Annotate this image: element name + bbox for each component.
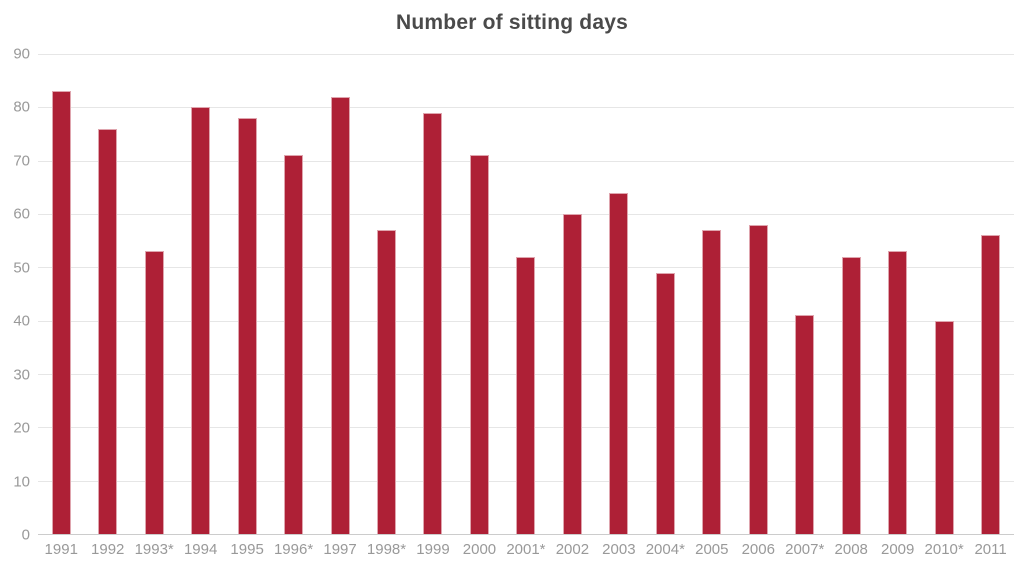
y-tick-label-70: 70 xyxy=(13,152,30,170)
x-tick-label-2010: 2010* xyxy=(924,541,964,558)
bar-slot xyxy=(456,54,502,534)
bar-slot xyxy=(549,54,595,534)
gridline-90 xyxy=(38,54,1014,55)
x-tick-label-1999: 1999 xyxy=(416,541,450,558)
y-axis: 0 10 20 30 40 50 60 70 80 90 xyxy=(0,46,32,544)
bar-1992[interactable] xyxy=(98,128,118,534)
bar-slot xyxy=(596,54,642,534)
x-tick-label-1998: 1998* xyxy=(366,541,407,558)
bar-slot xyxy=(410,54,456,534)
bar-2010[interactable] xyxy=(934,320,954,534)
bar-2011[interactable] xyxy=(981,235,1001,534)
bar-1999[interactable] xyxy=(423,112,443,534)
x-tick-label-2003: 2003 xyxy=(602,541,636,558)
x-axis: 1991 1992 1993* 1994 1995 1996* 1997 1998* 1999 2… xyxy=(38,541,1014,563)
bar-slot xyxy=(363,54,409,534)
bar-slot xyxy=(503,54,549,534)
x-tick-label-2000: 2000 xyxy=(462,541,497,558)
x-tick-label-2007: 2007* xyxy=(785,541,825,558)
x-tick-label-2006: 2006 xyxy=(741,541,775,558)
bar-series xyxy=(38,54,1014,534)
bar-1996[interactable] xyxy=(284,155,304,534)
bar-1991[interactable] xyxy=(51,91,71,534)
y-tick-label-50: 50 xyxy=(13,259,30,277)
bar-2004[interactable] xyxy=(655,272,675,534)
x-tick-label-1997: 1997 xyxy=(323,541,357,558)
x-tick-label-2004: 2004* xyxy=(645,541,685,558)
bar-slot xyxy=(270,54,316,534)
bar-2003[interactable] xyxy=(609,192,629,534)
bar-1995[interactable] xyxy=(237,118,257,534)
bar-2001[interactable] xyxy=(516,256,536,534)
x-tick-label-1991: 1991 xyxy=(44,541,78,558)
bar-slot xyxy=(38,54,84,534)
bar-slot xyxy=(131,54,177,534)
bar-slot xyxy=(689,54,735,534)
bar-slot xyxy=(921,54,967,534)
bar-1993[interactable] xyxy=(144,251,164,534)
bar-slot xyxy=(224,54,270,534)
chart-title: Number of sitting days xyxy=(396,11,628,34)
x-tick-label-2005: 2005 xyxy=(695,541,729,558)
x-tick-label-2002: 2002 xyxy=(555,541,590,558)
gridline-60 xyxy=(38,213,1014,215)
x-tick-label-1994: 1994 xyxy=(183,541,218,558)
plot-area xyxy=(38,54,1014,535)
x-tick-label-2009: 2009 xyxy=(880,541,915,558)
x-tick-label-2008: 2008 xyxy=(834,541,868,558)
y-tick-label-30: 30 xyxy=(13,366,30,384)
bar-2000[interactable] xyxy=(469,155,489,534)
bar-slot xyxy=(967,54,1013,534)
y-tick-label-60: 60 xyxy=(13,205,30,223)
y-tick-label-20: 20 xyxy=(13,419,30,437)
bar-slot xyxy=(642,54,688,534)
bar-1998[interactable] xyxy=(377,230,397,534)
bar-2005[interactable] xyxy=(702,230,722,534)
y-tick-label-80: 80 xyxy=(13,98,30,116)
x-tick-label-1996: 1996* xyxy=(273,541,314,558)
x-tick-label-1993: 1993* xyxy=(134,541,174,558)
bar-slot xyxy=(735,54,781,534)
bar-2008[interactable] xyxy=(841,256,861,534)
bar-slot xyxy=(177,54,223,534)
gridline-70 xyxy=(38,160,1014,162)
bar-slot xyxy=(782,54,828,534)
y-tick-label-40: 40 xyxy=(13,312,30,330)
x-tick-label-2011: 2011 xyxy=(974,541,1007,558)
bar-2006[interactable] xyxy=(748,224,768,534)
bar-2007[interactable] xyxy=(795,315,815,534)
bar-slot xyxy=(828,54,874,534)
bar-2009[interactable] xyxy=(888,251,908,534)
y-tick-label-90: 90 xyxy=(13,45,30,63)
bar-slot xyxy=(317,54,363,534)
y-tick-label-0: 0 xyxy=(21,526,30,544)
bar-2002[interactable] xyxy=(562,214,582,534)
y-tick-label-10: 10 xyxy=(13,473,30,491)
x-tick-label-1995: 1995 xyxy=(230,541,264,558)
gridline-80 xyxy=(38,107,1014,109)
bar-slot xyxy=(874,54,920,534)
bar-1997[interactable] xyxy=(330,96,350,534)
bar-slot xyxy=(84,54,130,534)
x-tick-label-1992: 1992 xyxy=(91,541,125,558)
bar-1994[interactable] xyxy=(191,107,211,534)
x-tick-label-2001: 2001* xyxy=(506,541,546,558)
